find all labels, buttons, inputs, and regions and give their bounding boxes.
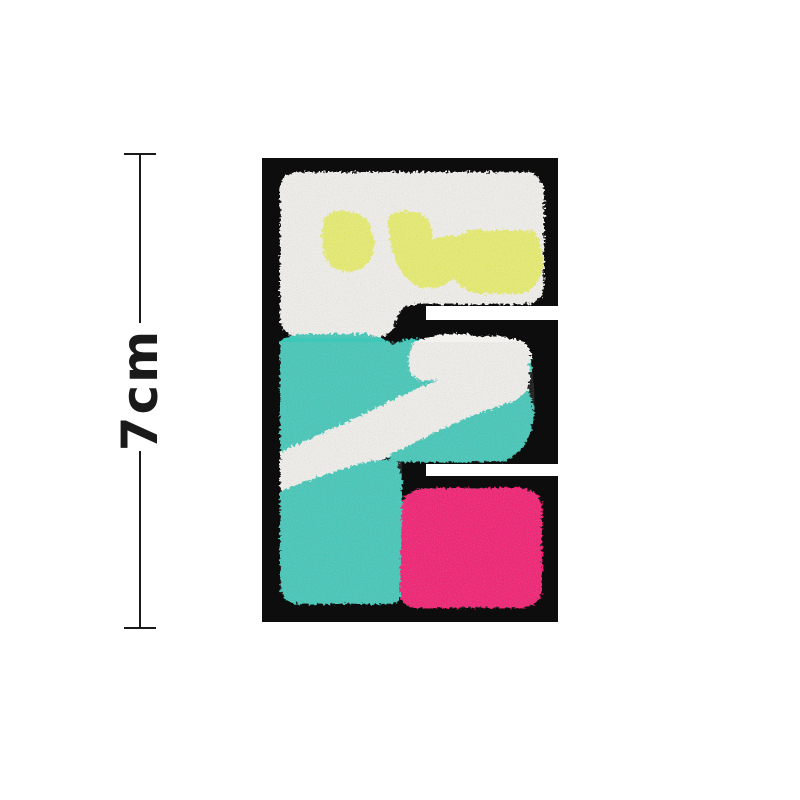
size-label: 7cm xyxy=(111,328,169,452)
ruler-bottom-cap xyxy=(124,627,156,629)
size-ruler xyxy=(124,153,156,629)
patch-artwork xyxy=(262,158,558,622)
chenille-letter-e-patch xyxy=(262,158,558,622)
ruler-line-upper xyxy=(139,153,141,323)
ruler-line-lower xyxy=(139,451,141,629)
